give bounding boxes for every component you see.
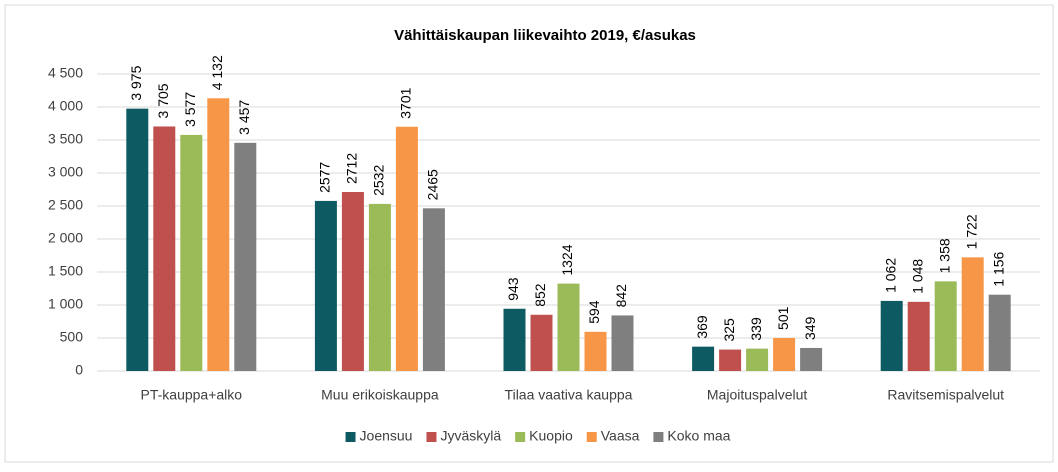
value-label: 3 457 (236, 100, 252, 135)
legend-label: Jyväskylä (440, 428, 501, 444)
y-tick-label: 0 (75, 362, 83, 378)
value-label: 2577 (317, 162, 333, 193)
bar (773, 337, 796, 371)
value-label: 943 (505, 277, 521, 301)
x-tick-label: PT-kauppa+alko (141, 387, 243, 403)
legend-label: Koko maa (667, 428, 730, 444)
value-label: 1 156 (990, 251, 1006, 286)
value-label: 1324 (559, 244, 575, 275)
legend-swatch (653, 432, 664, 442)
bar (880, 300, 903, 371)
value-label: 3 975 (128, 65, 144, 100)
bar (126, 108, 149, 372)
bar (934, 281, 957, 371)
value-label: 3701 (398, 87, 414, 118)
legend-label: Kuopio (529, 428, 573, 444)
bar (557, 283, 580, 371)
bar (907, 301, 930, 371)
bar (234, 142, 257, 371)
y-tick-label: 3 000 (48, 164, 83, 180)
y-tick-label: 2 500 (48, 197, 83, 213)
value-label: 4 132 (209, 55, 225, 90)
value-label: 1 062 (882, 258, 898, 293)
bar (800, 347, 823, 371)
bar (341, 192, 364, 371)
bar (719, 349, 742, 371)
value-label: 3 577 (182, 92, 198, 127)
x-tick-label: Tilaa vaativa kauppa (505, 387, 633, 403)
bar (611, 315, 634, 371)
bar (153, 126, 176, 371)
bar (961, 257, 984, 371)
bar (530, 314, 553, 371)
y-tick-label: 4 500 (48, 65, 83, 81)
legend-swatch (515, 432, 526, 442)
value-label: 1 048 (909, 259, 925, 294)
bar (692, 346, 715, 371)
value-label: 842 (613, 284, 629, 308)
bar (988, 294, 1011, 371)
value-label: 2532 (371, 165, 387, 196)
bar (180, 134, 203, 371)
value-label: 1 722 (963, 214, 979, 249)
value-label: 1 358 (936, 238, 952, 273)
bar (584, 331, 607, 371)
y-tick-label: 1 000 (48, 296, 83, 312)
value-label: 2465 (425, 169, 441, 200)
value-label: 852 (532, 283, 548, 307)
bar (207, 98, 230, 372)
y-tick-label: 2 000 (48, 230, 83, 246)
chart-title: Vähittäiskaupan liikevaihto 2019, €/asuk… (394, 27, 696, 44)
chart-border (4, 4, 1054, 463)
bar (746, 348, 769, 371)
bar (422, 208, 445, 371)
y-tick-label: 3 500 (48, 131, 83, 147)
bar (368, 203, 391, 371)
y-tick-label: 500 (60, 329, 84, 345)
value-label: 369 (694, 315, 710, 339)
x-tick-label: Majoituspalvelut (707, 387, 807, 403)
y-tick-label: 1 500 (48, 263, 83, 279)
y-tick-label: 4 000 (48, 98, 83, 114)
value-label: 3 705 (155, 83, 171, 118)
x-tick-label: Muu erikoiskauppa (321, 387, 439, 403)
legend-swatch (586, 432, 597, 442)
value-label: 594 (586, 300, 602, 324)
value-label: 501 (775, 306, 791, 330)
value-label: 339 (748, 317, 764, 341)
bar (503, 308, 526, 371)
value-label: 2712 (344, 153, 360, 184)
legend-swatch (426, 432, 437, 442)
bar (314, 200, 337, 371)
bar (395, 126, 418, 371)
legend-label: Joensuu (360, 428, 413, 444)
x-tick-label: Ravitsemispalvelut (887, 387, 1004, 403)
value-label: 349 (802, 316, 818, 340)
value-label: 325 (721, 318, 737, 342)
legend-label: Vaasa (601, 428, 640, 444)
legend-swatch (345, 432, 356, 442)
